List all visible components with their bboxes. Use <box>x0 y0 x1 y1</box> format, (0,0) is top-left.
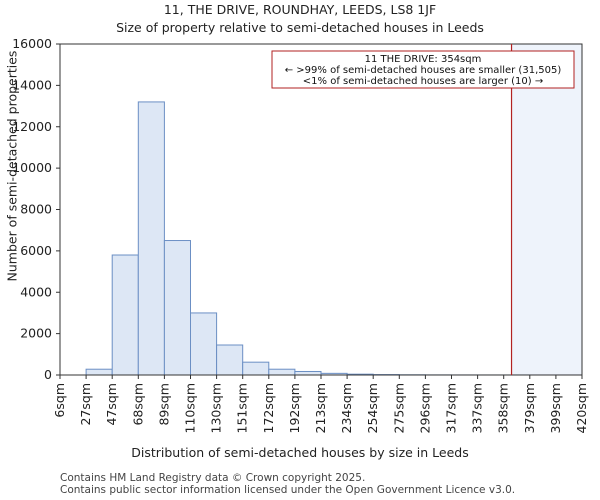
bar-172sqm <box>268 368 296 376</box>
x-tick-label: 6sqm <box>52 383 67 418</box>
x-tick-label: 420sqm <box>574 383 589 433</box>
x-tick-label: 337sqm <box>470 383 485 433</box>
annotation-box <box>271 50 575 89</box>
x-tick-label: 68sqm <box>130 383 145 426</box>
x-tick-label: 234sqm <box>339 383 354 433</box>
y-tick-label: 8000 <box>20 202 52 217</box>
annotation-line2: ← >99% of semi-detached houses are small… <box>285 65 562 76</box>
y-tick-label: 16000 <box>12 36 52 51</box>
annotation-line3: <1% of semi-detached houses are larger (… <box>303 76 543 87</box>
x-tick-label: 358sqm <box>496 383 511 433</box>
x-tick-label: 379sqm <box>522 383 537 433</box>
y-tick-label: 2000 <box>20 326 52 341</box>
bar-130sqm <box>216 344 244 376</box>
y-tick-label: 0 <box>44 367 52 382</box>
chart-subtitle: Size of property relative to semi-detach… <box>116 20 484 35</box>
x-tick-label: 254sqm <box>365 383 380 433</box>
x-tick-label: 399sqm <box>548 383 563 433</box>
y-tick-label: 10000 <box>12 160 52 175</box>
highlight-region <box>511 44 582 375</box>
chart-title: 11, THE DRIVE, ROUNDHAY, LEEDS, LS8 1JF <box>163 2 437 17</box>
y-tick-label: 6000 <box>20 243 52 258</box>
x-tick-label: 47sqm <box>104 383 119 426</box>
bar-110sqm <box>190 312 218 376</box>
annotation-line1: 11 THE DRIVE: 354sqm <box>365 54 482 65</box>
x-tick-label: 89sqm <box>156 383 171 426</box>
x-tick-label: 275sqm <box>391 383 406 433</box>
y-tick-label: 4000 <box>20 284 52 299</box>
y-tick-label: 14000 <box>12 77 52 92</box>
bar-151sqm <box>242 361 270 376</box>
bar-47sqm <box>111 254 139 376</box>
bar-192sqm <box>294 370 322 376</box>
x-tick-label: 213sqm <box>313 383 328 433</box>
bar-68sqm <box>137 101 165 376</box>
footer-copyright: Contains HM Land Registry data © Crown c… <box>60 472 366 484</box>
x-tick-label: 27sqm <box>78 383 93 426</box>
x-tick-label: 192sqm <box>287 383 302 433</box>
x-tick-label: 151sqm <box>235 383 250 433</box>
x-tick-label: 110sqm <box>183 383 198 433</box>
y-tick-label: 12000 <box>12 119 52 134</box>
x-tick-label: 317sqm <box>444 383 459 433</box>
bar-89sqm <box>163 240 191 376</box>
x-tick-label: 296sqm <box>417 383 432 433</box>
x-tick-label: 172sqm <box>261 383 276 433</box>
bar-27sqm <box>85 368 113 376</box>
x-axis-label: Distribution of semi-detached houses by … <box>131 445 469 460</box>
y-axis-label: Number of semi-detached properties <box>4 50 20 282</box>
footer-licence: Contains public sector information licen… <box>60 484 516 496</box>
x-tick-label: 130sqm <box>209 383 224 433</box>
